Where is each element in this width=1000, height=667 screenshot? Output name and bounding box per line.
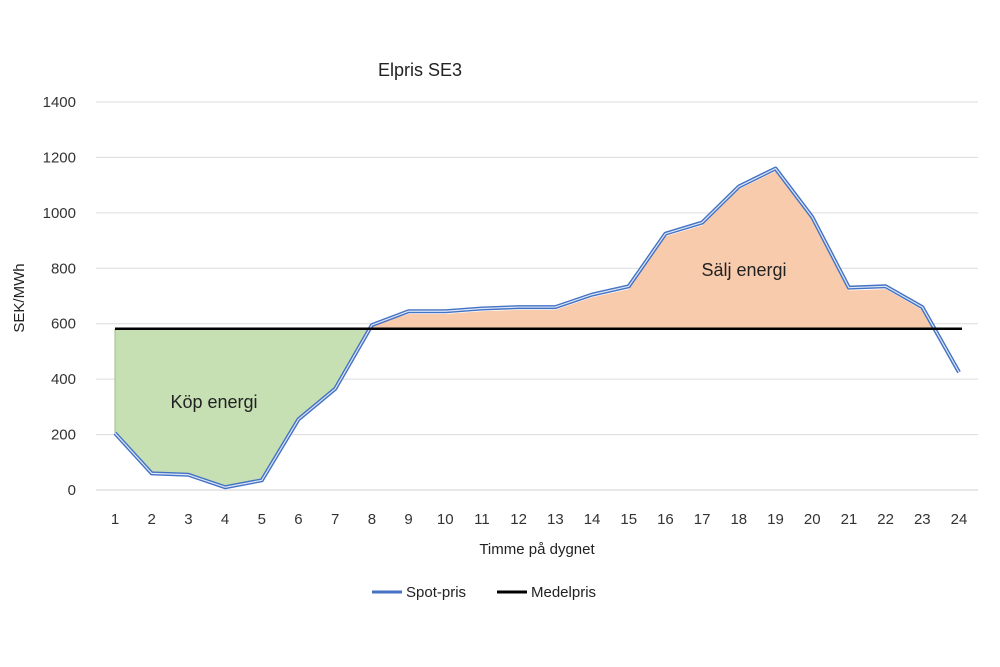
x-tick-label-1: 1 — [111, 511, 119, 528]
y-tick-label-1000: 1000 — [43, 205, 76, 222]
chart-title: Elpris SE3 — [378, 60, 462, 80]
x-tick-label-9: 9 — [404, 511, 412, 528]
legend-label-spot-pris: Spot-pris — [406, 584, 466, 601]
x-tick-label-16: 16 — [657, 511, 674, 528]
x-tick-label-7: 7 — [331, 511, 339, 528]
x-tick-label-11: 11 — [474, 511, 490, 528]
x-tick-label-3: 3 — [184, 511, 192, 528]
x-tick-label-2: 2 — [148, 511, 156, 528]
series-line-spot-pris-highlight — [114, 167, 960, 488]
x-tick-label-15: 15 — [620, 511, 637, 528]
y-tick-label-1400: 1400 — [43, 94, 76, 111]
x-tick-label-17: 17 — [694, 511, 711, 528]
y-tick-label-0: 0 — [68, 482, 76, 499]
x-tick-label-4: 4 — [221, 511, 229, 528]
x-tick-label-24: 24 — [951, 511, 968, 528]
x-tick-label-19: 19 — [767, 511, 784, 528]
x-tick-label-20: 20 — [804, 511, 821, 528]
x-tick-label-18: 18 — [730, 511, 747, 528]
x-tick-label-5: 5 — [258, 511, 266, 528]
x-axis-label: Timme på dygnet — [479, 541, 595, 558]
x-tick-label-10: 10 — [437, 511, 454, 528]
sell-energy-area — [369, 171, 935, 329]
shaded-regions — [114, 171, 935, 488]
legend-label-medelpris: Medelpris — [531, 584, 596, 601]
x-tick-label-21: 21 — [841, 511, 858, 528]
y-tick-label-600: 600 — [51, 316, 76, 333]
y-tick-label-1200: 1200 — [43, 149, 76, 166]
buy-energy-area — [115, 328, 370, 488]
series-lines — [113, 166, 962, 490]
y-tick-label-200: 200 — [51, 427, 76, 444]
x-tick-label-14: 14 — [584, 511, 601, 528]
x-tick-label-12: 12 — [510, 511, 527, 528]
x-tick-label-23: 23 — [914, 511, 931, 528]
y-tick-labels: 0 200 400 600 800 1000 1200 1400 — [43, 94, 76, 499]
annotation-sell-energy: Sälj energi — [701, 260, 786, 280]
legend: Spot-pris Medelpris — [372, 584, 596, 601]
y-axis-label: SEK/MWh — [11, 263, 28, 332]
x-tick-label-8: 8 — [368, 511, 376, 528]
x-tick-label-13: 13 — [547, 511, 564, 528]
x-tick-label-22: 22 — [877, 511, 894, 528]
y-tick-label-800: 800 — [51, 260, 76, 277]
x-tick-labels: 1 2 3 4 5 6 7 8 9 10 11 12 13 14 15 16 17 18 19 20 21 22 23 24 — [111, 511, 968, 528]
annotation-buy-energy: Köp energi — [170, 392, 257, 412]
y-tick-label-400: 400 — [51, 371, 76, 388]
x-tick-label-6: 6 — [294, 511, 302, 528]
